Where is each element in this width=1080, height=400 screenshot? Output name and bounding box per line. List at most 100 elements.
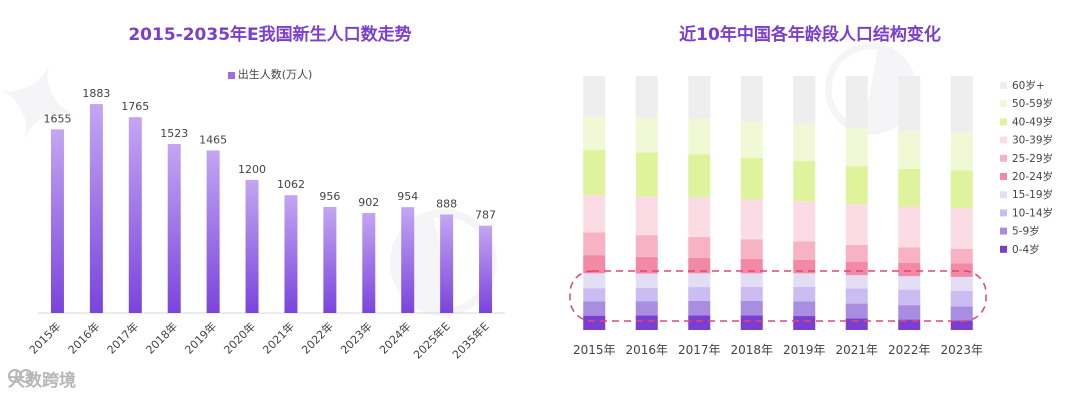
- stack-segment: [688, 257, 711, 274]
- bar-value-label: 787: [475, 209, 496, 222]
- stack-segment: [688, 287, 711, 301]
- legend-swatch: [227, 71, 235, 79]
- stack-segment: [793, 76, 816, 124]
- x-tick-label: 2035年E: [449, 319, 491, 361]
- stack-segment: [950, 263, 973, 277]
- legend-label: 50-59岁: [1012, 97, 1053, 110]
- stack-segment: [635, 287, 658, 302]
- stack-segment: [635, 152, 658, 197]
- stack-segment: [845, 288, 868, 304]
- stack-segment: [793, 161, 816, 202]
- x-tick-label: 2019年: [783, 343, 826, 357]
- bar: [167, 144, 181, 313]
- legend-swatch: [1000, 82, 1007, 89]
- bar: [401, 207, 415, 313]
- x-tick-label: 2017年: [104, 319, 141, 356]
- stack-segment: [688, 315, 711, 330]
- bar: [479, 225, 493, 313]
- x-tick-label: 2015年: [573, 343, 616, 357]
- stack-segment: [793, 201, 816, 242]
- right-chart-title: 近10年中国各年龄段人口结构变化: [679, 25, 941, 45]
- stack-segment: [740, 286, 763, 301]
- stack-segment: [635, 196, 658, 236]
- stack-segment: [635, 117, 658, 153]
- legend-swatch: [1000, 154, 1007, 162]
- legend-label: 10-14岁: [1012, 206, 1053, 219]
- stack-segment: [635, 256, 658, 274]
- stack-segment: [898, 168, 921, 207]
- right-chart-panel: 近10年中国各年龄段人口结构变化 2015年 2016年 2017年 2018年 201…: [540, 0, 1080, 400]
- stack-segment: [583, 232, 606, 256]
- stack-segment: [793, 301, 816, 317]
- stack-segment: [688, 197, 711, 238]
- legend-label: 40-49岁: [1012, 115, 1053, 128]
- x-tick-label: 2016年: [65, 319, 102, 356]
- stack-segment: [793, 286, 816, 302]
- stack-segment: [845, 76, 868, 129]
- stack-segment: [845, 244, 868, 262]
- stack-segment: [583, 273, 606, 289]
- age-structure-stacked-chart: 2015年 2016年 2017年 2018年 2019年 2021年 2022年 2023年…: [569, 76, 1053, 357]
- stack-segment: [688, 154, 711, 198]
- legend-label-births: 出生人数(万人): [237, 68, 313, 81]
- left-chart-title: 2015-2035年E我国新生人口数走势: [128, 25, 412, 45]
- stack-segment: [740, 157, 763, 200]
- stack-segment: [845, 303, 868, 319]
- stack-segment: [950, 76, 973, 133]
- bar: [440, 214, 454, 313]
- stack-segment: [583, 315, 606, 330]
- stack-segment: [635, 301, 658, 316]
- stack-segment: [793, 123, 816, 162]
- legend-swatch: [1000, 100, 1007, 108]
- stack-segment: [740, 121, 763, 158]
- x-tick-label: 2020年: [221, 319, 258, 356]
- legend-label: 0-4岁: [1012, 243, 1040, 256]
- stack-segment: [950, 290, 973, 307]
- stack-segment: [635, 273, 658, 288]
- stack-segment: [898, 319, 921, 330]
- legend-label: 20-24岁: [1012, 170, 1053, 183]
- stack-segment: [740, 300, 763, 316]
- bar-value-label: 888: [436, 197, 457, 210]
- left-chart-legend: 出生人数(万人): [0, 66, 540, 82]
- bar-value-label: 1200: [238, 163, 266, 176]
- legend-swatch: [1000, 227, 1007, 235]
- bar-value-label: 1655: [43, 112, 71, 125]
- bar: [206, 150, 220, 313]
- stack-segment: [793, 273, 816, 287]
- brand-logo: 大数跨境: [8, 366, 76, 391]
- legend-label: 25-29岁: [1012, 152, 1053, 165]
- x-tick-label: 2023年: [940, 343, 983, 357]
- bar: [362, 212, 376, 313]
- x-tick-label: 2025年E: [410, 319, 452, 361]
- stack-segment: [845, 204, 868, 245]
- bar-value-label: 1883: [82, 87, 110, 100]
- legend-swatch: [1000, 209, 1007, 217]
- bar: [128, 117, 142, 314]
- x-tick-label: 2024年: [376, 319, 413, 356]
- stack-segment: [845, 318, 868, 330]
- stack-segment: [793, 316, 816, 330]
- bar: [323, 206, 337, 313]
- legend-swatch: [1000, 173, 1007, 180]
- x-tick-label: 2019年: [182, 319, 219, 356]
- stack-segment: [583, 255, 606, 274]
- x-tick-label: 2022年: [299, 319, 336, 356]
- legend-swatch: [1000, 245, 1007, 253]
- stack-segment: [635, 315, 658, 330]
- bar-value-label: 1765: [121, 100, 149, 113]
- x-tick-label: 2015年: [26, 319, 63, 356]
- stack-segment: [845, 261, 868, 276]
- birth-bar-chart: 1655 2015年 1883 2016年 1765 2017年 1523 2018年 1465…: [26, 87, 505, 362]
- stack-segment: [950, 320, 973, 330]
- legend-label: 60岁+: [1012, 79, 1045, 92]
- legend-swatch: [1000, 136, 1007, 144]
- stack-segment: [898, 247, 921, 263]
- stack-segment: [898, 206, 921, 248]
- legend-swatch: [1000, 118, 1007, 126]
- bar-value-label: 1465: [199, 133, 227, 146]
- x-tick-label: 2017年: [678, 343, 721, 357]
- stack-segment: [688, 118, 711, 155]
- bar-value-label: 1062: [277, 178, 305, 191]
- stack-segment: [583, 301, 606, 316]
